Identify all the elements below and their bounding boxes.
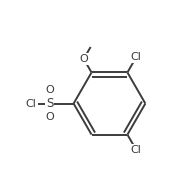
Text: O: O: [79, 54, 88, 64]
Text: Cl: Cl: [131, 145, 142, 155]
Text: Cl: Cl: [131, 52, 142, 62]
Text: O: O: [45, 112, 54, 122]
Text: Cl: Cl: [26, 99, 37, 109]
Text: O: O: [45, 85, 54, 95]
Text: S: S: [46, 97, 53, 110]
